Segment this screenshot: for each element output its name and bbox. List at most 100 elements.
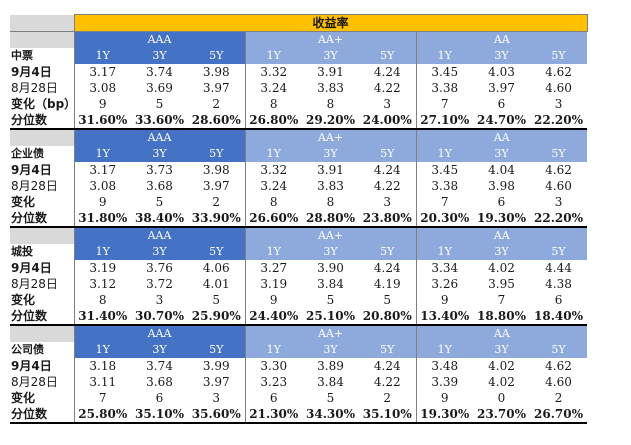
value-cell: 2 xyxy=(383,391,392,405)
value-cell: 3.89 xyxy=(317,359,344,373)
rating-header: AAA xyxy=(73,31,245,48)
value-cell: 6 xyxy=(497,97,506,111)
data-row: 9月4日 3.17 3.73 3.98 3.32 3.91 4.24 3.45 4.04 4.62 xyxy=(10,162,587,178)
value-cell: 3 xyxy=(383,195,392,209)
value-cell: 4.22 xyxy=(373,81,401,95)
row-label: 分位数 xyxy=(10,308,74,326)
value-cell: 3.19 xyxy=(73,260,131,276)
value-cell: 3.23 xyxy=(244,374,302,390)
value-cell: 4.24 xyxy=(373,163,401,177)
section-rating-row: AAA AA+ AA xyxy=(10,128,588,146)
yield-spreadsheet: 收益率 AAA AA+ AA 中票 1Y 3Y 5Y 1Y 3Y 5Y 1Y 3Y 5Y 9月4日 3.17… xyxy=(10,14,588,424)
section-rating-row: AAA AA+ AA xyxy=(10,324,588,342)
value-cell: 13.40% xyxy=(415,308,473,326)
value-cell: 3.39 xyxy=(415,374,473,390)
tenor-header: 1Y xyxy=(73,244,131,260)
value-cell: 3.98 xyxy=(202,65,230,79)
value-cell: 4.24 xyxy=(373,65,401,79)
value-cell: 3.97 xyxy=(202,375,230,389)
value-cell: 23.80% xyxy=(359,210,416,228)
value-cell: 33.90% xyxy=(188,210,245,228)
value-cell: 38.40% xyxy=(131,210,188,228)
yield-table: 收益率 AAA AA+ AA 中票 1Y 3Y 5Y 1Y 3Y 5Y 1Y 3Y 5Y 9月4日 3.17… xyxy=(10,14,588,424)
tenor-header: 3Y xyxy=(131,244,188,260)
value-cell: 6 xyxy=(554,293,563,307)
tenor-header: 5Y xyxy=(359,146,416,162)
row-label: 8月28日 xyxy=(11,179,58,193)
value-cell: 7 xyxy=(415,194,473,210)
value-cell: 4.04 xyxy=(488,163,515,177)
rating-header: AA xyxy=(415,31,588,48)
value-cell: 4.02 xyxy=(488,261,515,275)
value-cell: 9 xyxy=(73,194,131,210)
section-rating-row: AAA AA+ AA xyxy=(10,31,588,48)
value-cell: 3 xyxy=(554,97,563,111)
tenor-header: 1Y xyxy=(415,342,473,358)
value-cell: 3.08 xyxy=(73,178,131,194)
value-cell: 4.38 xyxy=(545,277,572,291)
row-label: 9月4日 xyxy=(11,163,52,177)
value-cell: 9 xyxy=(73,96,131,112)
value-cell: 25.90% xyxy=(188,308,245,326)
data-row: 变化 8 3 5 9 5 5 9 7 6 xyxy=(10,292,587,308)
value-cell: 3.34 xyxy=(415,260,473,276)
value-cell: 4.62 xyxy=(545,163,572,177)
row-label: 9月4日 xyxy=(11,65,52,79)
value-cell: 5 xyxy=(155,195,164,209)
value-cell: 24.00% xyxy=(359,112,416,130)
tenor-header: 5Y xyxy=(530,48,588,64)
value-cell: 3.91 xyxy=(317,163,344,177)
value-cell: 4.19 xyxy=(373,277,401,291)
value-cell: 3 xyxy=(554,195,563,209)
section-name: 公司债 xyxy=(10,342,74,358)
value-cell: 3.68 xyxy=(146,375,173,389)
rating-header: AAA xyxy=(73,324,245,342)
value-cell: 9 xyxy=(244,292,302,308)
data-row: 9月4日 3.17 3.74 3.98 3.32 3.91 4.24 3.45 4.03 4.62 xyxy=(10,64,587,80)
section-header-blank xyxy=(10,226,74,244)
value-cell: 3.99 xyxy=(202,359,230,373)
value-cell: 20.80% xyxy=(359,308,416,326)
tenor-header: 5Y xyxy=(188,48,245,64)
row-label: 变化 xyxy=(11,391,36,405)
value-cell: 22.20% xyxy=(530,112,588,130)
tenor-header: 5Y xyxy=(530,342,588,358)
value-cell: 3.30 xyxy=(244,358,302,374)
value-cell: 25.80% xyxy=(73,406,131,424)
value-cell: 0 xyxy=(497,391,506,405)
value-cell: 3.76 xyxy=(146,261,173,275)
value-cell: 24.40% xyxy=(244,308,302,326)
value-cell: 31.80% xyxy=(73,210,131,228)
value-cell: 3.97 xyxy=(202,179,230,193)
value-cell: 3.38 xyxy=(415,80,473,96)
value-cell: 3.45 xyxy=(415,162,473,178)
value-cell: 4.01 xyxy=(202,277,230,291)
value-cell: 6 xyxy=(244,390,302,406)
value-cell: 27.10% xyxy=(415,112,473,130)
data-row: 8月28日 3.08 3.69 3.97 3.24 3.83 4.22 3.38 3.97 4.6… xyxy=(10,80,587,96)
tenor-header: 3Y xyxy=(302,244,359,260)
value-cell: 8 xyxy=(326,97,335,111)
row-label: 变化 xyxy=(11,293,36,307)
tenor-header: 3Y xyxy=(473,342,530,358)
table-title: 收益率 xyxy=(73,14,588,32)
value-cell: 35.10% xyxy=(359,406,416,424)
value-cell: 18.40% xyxy=(530,308,588,326)
rating-header: AAA xyxy=(73,128,245,146)
data-row: 分位数 31.60% 33.60% 28.60% 26.80% 29.20% 24.00% 2… xyxy=(10,112,588,130)
data-row: 分位数 31.80% 38.40% 33.90% 26.60% 28.80% 23.80% 2… xyxy=(10,210,588,228)
data-row: 8月28日 3.12 3.72 4.01 3.19 3.84 4.19 3.26 3.95 4.3… xyxy=(10,276,587,292)
value-cell: 23.70% xyxy=(473,406,530,424)
row-label: 变化（bp） xyxy=(11,97,74,111)
value-cell: 3.26 xyxy=(415,276,473,292)
row-label: 分位数 xyxy=(10,210,74,228)
row-label: 分位数 xyxy=(10,406,74,424)
value-cell: 3.84 xyxy=(317,375,344,389)
value-cell: 5 xyxy=(155,97,164,111)
tenor-header: 5Y xyxy=(530,244,588,260)
value-cell: 3.12 xyxy=(73,276,131,292)
tenor-header: 5Y xyxy=(530,146,588,162)
section-header-blank xyxy=(10,31,74,48)
section-tenor-row: 公司债 1Y 3Y 5Y 1Y 3Y 5Y 1Y 3Y 5Y xyxy=(10,342,588,358)
value-cell: 34.30% xyxy=(302,406,359,424)
